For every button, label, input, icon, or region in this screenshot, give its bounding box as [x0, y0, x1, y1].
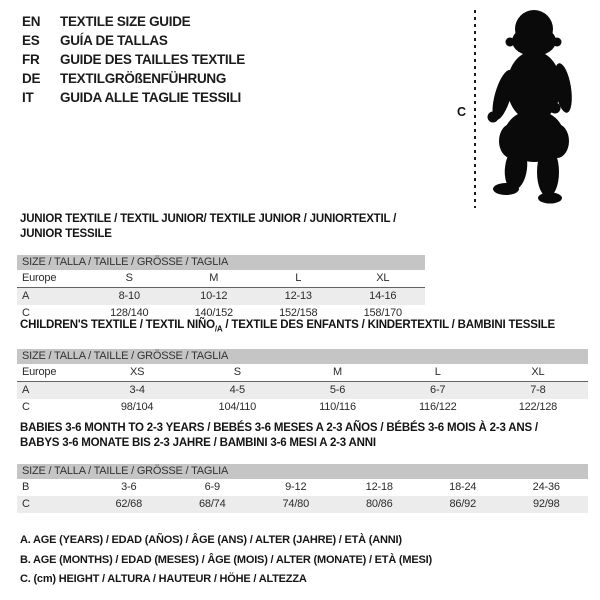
height-figure: C	[0, 0, 600, 215]
size-header-bar: SIZE / TALLA / TAILLE / GRÖSSE / TAGLIA	[17, 349, 588, 365]
table-title: CHILDREN'S TEXTILE / TEXTIL NIÑO/A / TEX…	[17, 318, 588, 336]
table-cell: 128/140	[110, 307, 149, 319]
table-cell: XL	[531, 366, 545, 379]
table-cell: 8-10	[118, 290, 140, 302]
size-header-bar: SIZE / TALLA / TAILLE / GRÖSSE / TAGLIA	[17, 255, 425, 270]
row-label: B	[22, 481, 30, 493]
table-cell: 158/170	[363, 307, 403, 319]
table-cell: 10-12	[200, 290, 228, 302]
table-cell: 6-9	[204, 481, 221, 493]
junior-size-table: JUNIOR TEXTILE / TEXTIL JUNIOR/ TEXTILE …	[17, 212, 425, 322]
table-row: C 62/68 68/74 74/80 80/86 86/92 92/98	[17, 496, 588, 513]
table-cell: 98/104	[120, 401, 154, 414]
language-code: FR	[22, 52, 40, 67]
table-cell: 116/122	[418, 401, 457, 414]
height-dotted-line	[474, 10, 476, 208]
language-row: FR GUIDE DES TAILLES TEXTILE	[22, 50, 245, 69]
table-cell: 110/116	[319, 401, 356, 414]
table-cell: XS	[129, 366, 145, 379]
table-cell: 80/86	[365, 498, 393, 510]
language-title: GUÍA DE TALLAS	[60, 33, 168, 48]
table-cell: 140/152	[194, 307, 234, 319]
table-cell: 12-13	[284, 290, 312, 302]
language-row: ES GUÍA DE TALLAS	[22, 31, 245, 50]
table-title-part: CHILDREN'S TEXTILE / TEXTIL NIÑO	[20, 319, 215, 331]
table-row: Europe XS S M L XL	[17, 364, 588, 383]
language-code: DE	[22, 71, 41, 86]
language-code: ES	[22, 33, 40, 48]
table-title-part: / TEXTILE DES ENFANTS / KINDERTEXTIL / B…	[222, 319, 555, 331]
language-code: EN	[22, 14, 41, 29]
table-title-subscript: /A	[214, 324, 223, 334]
table-cell: 86/92	[449, 498, 477, 510]
table-cell: 5-6	[329, 384, 346, 397]
table-row: A 8-10 10-12 12-13 14-16	[17, 288, 425, 305]
row-label: A	[22, 290, 30, 302]
table-cell: S	[125, 272, 133, 284]
table-cell: 18-24	[449, 481, 477, 493]
note-age-years: A. AGE (YEARS) / EDAD (AÑOS) / ÂGE (ANS)…	[20, 534, 402, 546]
note-height-cm: C. (cm) HEIGHT / ALTURA / HAUTEUR / HÖHE…	[20, 573, 307, 585]
table-title: JUNIOR TEXTILE / TEXTIL JUNIOR/ TEXTILE …	[20, 213, 397, 240]
table-title-line1: BABIES 3-6 MONTH TO 2-3 YEARS / BEBÉS 3-…	[20, 422, 538, 434]
language-row: IT GUIDA ALLE TAGLIE TESSILI	[22, 88, 245, 107]
table-row: Europe S M L XL	[17, 270, 425, 288]
table-row: B 3-6 6-9 9-12 12-18 18-24 24-36	[17, 479, 588, 496]
table-cell: 3-4	[129, 384, 145, 397]
size-header-bar: SIZE / TALLA / TAILLE / GRÖSSE / TAGLIA	[17, 464, 588, 479]
row-label: C	[22, 498, 30, 510]
table-cell: 24-36	[532, 481, 560, 493]
table-cell: M	[209, 272, 219, 284]
table-cell: 104/110	[218, 401, 257, 414]
language-title: TEXTILE SIZE GUIDE	[60, 14, 191, 29]
language-title: GUIDA ALLE TAGLIE TESSILI	[60, 90, 241, 105]
baby-silhouette-icon	[487, 10, 572, 204]
table-cell: L	[295, 272, 302, 284]
legend-notes: A. AGE (YEARS) / EDAD (AÑOS) / ÂGE (ANS)…	[20, 531, 432, 590]
table-cell: 152/158	[279, 307, 318, 319]
language-list: EN TEXTILE SIZE GUIDE ES GUÍA DE TALLAS …	[22, 12, 245, 107]
row-label: C	[22, 401, 30, 414]
language-title: TEXTILGRÖßENFÜHRUNG	[60, 71, 227, 86]
height-marker-label: C	[457, 105, 467, 119]
table-row: C 98/104 104/110 110/116 116/122 122/128	[17, 399, 588, 416]
table-cell: S	[233, 366, 241, 379]
row-label: A	[22, 384, 30, 397]
table-cell: 68/74	[198, 498, 226, 510]
language-code: IT	[22, 90, 34, 105]
note-age-months: B. AGE (MONTHS) / EDAD (MESES) / ÂGE (MO…	[20, 553, 432, 566]
table-cell: 7-8	[530, 384, 546, 397]
table-cell: 14-16	[369, 290, 397, 302]
babies-size-table: BABIES 3-6 MONTH TO 2-3 YEARS / BEBÉS 3-…	[17, 421, 588, 513]
language-row: EN TEXTILE SIZE GUIDE	[22, 12, 245, 31]
children-size-table: CHILDREN'S TEXTILE / TEXTIL NIÑO/A / TEX…	[17, 318, 588, 416]
table-cell: 4-5	[229, 384, 246, 397]
language-title: GUIDE DES TAILLES TEXTILE	[60, 52, 246, 67]
table-cell: L	[434, 366, 441, 379]
table-cell: 3-6	[121, 481, 137, 493]
row-label: Europe	[22, 272, 57, 284]
table-cell: 92/98	[532, 498, 560, 510]
table-row: C 128/140 140/152 152/158 158/170	[17, 305, 425, 322]
table-cell: 6-7	[430, 384, 446, 397]
table-cell: 122/128	[518, 401, 558, 414]
table-cell: 12-18	[365, 481, 393, 493]
table-cell: 62/68	[115, 498, 143, 510]
row-label: Europe	[22, 366, 57, 379]
language-row: DE TEXTILGRÖßENFÜHRUNG	[22, 69, 245, 88]
table-cell: 74/80	[282, 498, 310, 510]
row-label: C	[22, 307, 30, 319]
table-cell: XL	[376, 272, 390, 284]
table-row: A 3-4 4-5 5-6 6-7 7-8	[17, 382, 588, 400]
table-cell: M	[333, 366, 342, 379]
table-title-line2: BABYS 3-6 MONATE BIS 2-3 JAHRE / BAMBINI…	[20, 437, 376, 449]
table-cell: 9-12	[285, 481, 307, 493]
